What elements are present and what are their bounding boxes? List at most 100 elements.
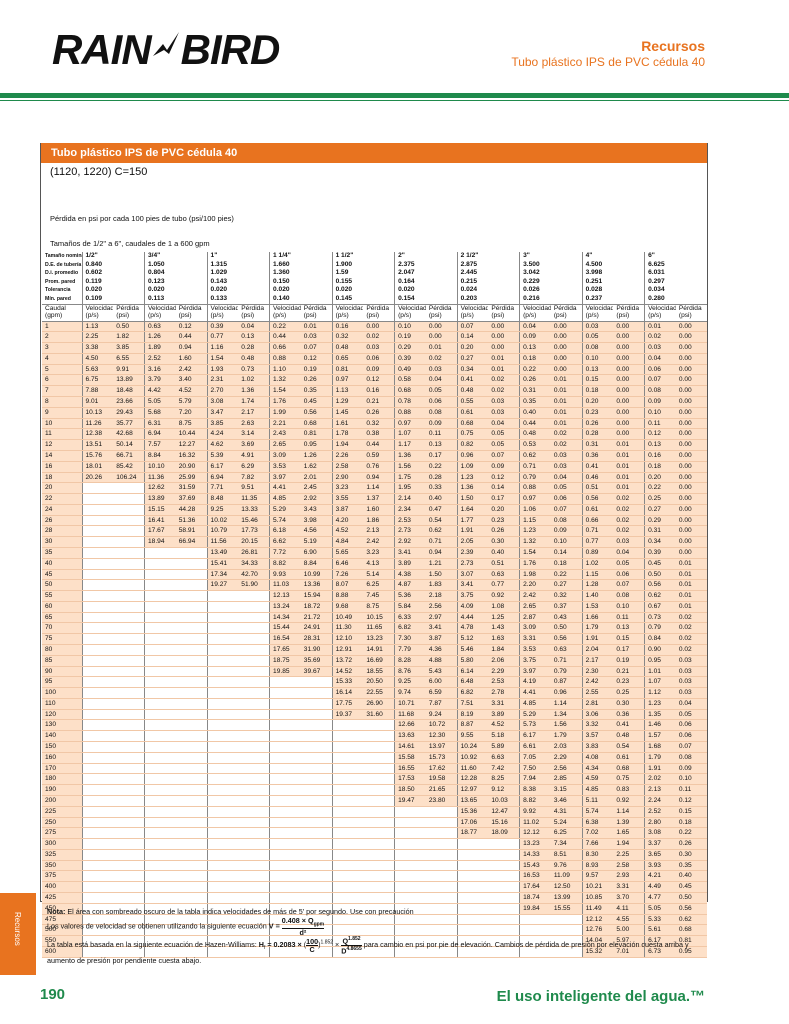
velocity-cell: 2.25	[81, 331, 114, 344]
empty-cell	[113, 817, 145, 829]
empty-cell	[81, 687, 114, 699]
empty-cell	[238, 903, 270, 915]
velocity-cell: 11.36	[144, 472, 176, 484]
velocity-cell: 8.19	[456, 709, 489, 721]
velocity-cell: 6.73	[644, 946, 676, 958]
loss-cell: 0.00	[550, 342, 583, 354]
loss-cell: 0.10	[613, 601, 645, 613]
loss-cell: 19.58	[425, 773, 458, 786]
velocity-cell: 0.36	[581, 450, 614, 462]
loss-cell: 0.71	[425, 536, 458, 548]
empty-cell	[81, 795, 114, 807]
loss-cell: 2.63	[238, 418, 270, 430]
empty-cell	[363, 741, 395, 753]
empty-cell	[113, 655, 145, 667]
loss-cell: 29.43	[113, 407, 145, 419]
loss-cell: 1.65	[613, 827, 645, 840]
loss-cell: 9.24	[425, 709, 458, 721]
velocity-cell: 0.34	[456, 364, 489, 376]
empty-cell	[331, 914, 364, 926]
velocity-cell: 0.35	[519, 396, 551, 408]
empty-cell	[144, 579, 176, 592]
loss-cell: 0.10	[550, 536, 583, 548]
empty-cell	[81, 525, 114, 538]
flow-cell: 30	[42, 536, 82, 548]
empty-cell	[81, 946, 114, 958]
flow-cell: 60	[42, 601, 82, 613]
loss-cell: 0.01	[613, 482, 645, 495]
empty-cell	[113, 741, 145, 753]
empty-cell	[175, 946, 208, 958]
velocity-cell: 15.76	[81, 450, 114, 462]
loss-cell: 12.27	[175, 439, 208, 451]
velocity-cell: 0.62	[519, 450, 551, 462]
data-row: 180 17.53 19.58 12.28 8.25 7.94 2.85 4.59 0.75 2.…	[42, 773, 708, 786]
formula: C	[309, 944, 315, 954]
velocity-cell: 1.40	[581, 590, 614, 602]
velocity-cell: 4.09	[456, 601, 489, 613]
spec-value: 2.375	[394, 260, 458, 270]
flow-cell: 170	[42, 763, 82, 775]
velocity-cell: 2.65	[519, 601, 551, 613]
empty-cell	[238, 892, 270, 904]
velocity-cell: 12.62	[144, 482, 176, 495]
logo-text: RAIN	[52, 26, 152, 73]
velocity-cell: 1.75	[394, 472, 426, 484]
empty-cell	[519, 935, 551, 947]
empty-cell	[144, 892, 176, 904]
empty-cell	[331, 881, 364, 893]
velocity-cell: 0.67	[644, 601, 676, 613]
data-row: 28 17.67 58.91 10.79 17.73 6.18 4.56 4.52 2.13 2.…	[42, 525, 708, 538]
loss-cell: 0.05	[488, 439, 520, 451]
empty-cell	[456, 914, 489, 926]
spec-value: 0.154	[394, 294, 458, 305]
empty-cell	[488, 935, 520, 947]
loss-cell: 3.98	[300, 515, 333, 527]
velocity-cell: 6.38	[581, 817, 614, 829]
empty-cell	[81, 590, 114, 602]
velocity-cell: 5.73	[519, 719, 551, 732]
empty-cell	[81, 849, 114, 861]
empty-cell	[394, 881, 426, 893]
loss-cell: 0.06	[613, 569, 645, 581]
velocity-cell: 2.90	[331, 472, 364, 484]
loss-cell: 7.34	[550, 838, 583, 850]
loss-cell: 0.13	[238, 331, 270, 344]
empty-cell	[238, 924, 270, 937]
velocity-cell: 0.97	[519, 493, 551, 505]
section-title: Recursos	[641, 38, 705, 54]
empty-cell	[81, 666, 114, 678]
loss-cell: 0.54	[613, 741, 645, 753]
flow-cell: 400	[42, 881, 82, 893]
loss-cell: 2.78	[488, 687, 520, 699]
empty-cell	[113, 784, 145, 796]
velocity-cell: 0.20	[644, 472, 676, 484]
loss-cell: 6.25	[550, 827, 583, 840]
velocity-cell: 10.24	[456, 741, 489, 753]
empty-cell	[206, 935, 239, 947]
loss-cell: 0.68	[675, 924, 708, 937]
empty-cell	[113, 870, 145, 883]
logo: RAIN BIRD	[52, 26, 280, 74]
spec-value: 6.625	[644, 260, 708, 270]
formula-num: 0.408 × Qgpm	[281, 917, 325, 930]
empty-cell	[331, 892, 364, 904]
loss-cell: 42.70	[238, 569, 270, 581]
spec-value: 0.840	[81, 260, 145, 270]
loss-cell: 16.69	[363, 655, 395, 667]
loss-cell: 0.10	[675, 773, 708, 786]
empty-cell	[175, 569, 208, 581]
velocity-cell: 5.29	[519, 709, 551, 721]
velocity-cell: 0.88	[269, 353, 301, 365]
spec-value: 0.280	[644, 294, 708, 305]
loss-cell: 0.00	[613, 418, 645, 430]
empty-cell	[144, 633, 176, 645]
velocity-cell: 4.08	[581, 752, 614, 764]
loss-cell: 0.19	[300, 364, 333, 376]
loss-cell: 0.04	[238, 321, 270, 333]
velocity-cell: 9.57	[581, 870, 614, 883]
loss-cell: 3.69	[238, 439, 270, 451]
velocity-cell: 0.56	[581, 493, 614, 505]
velocity-cell: 1.53	[581, 601, 614, 613]
empty-cell	[206, 784, 239, 796]
